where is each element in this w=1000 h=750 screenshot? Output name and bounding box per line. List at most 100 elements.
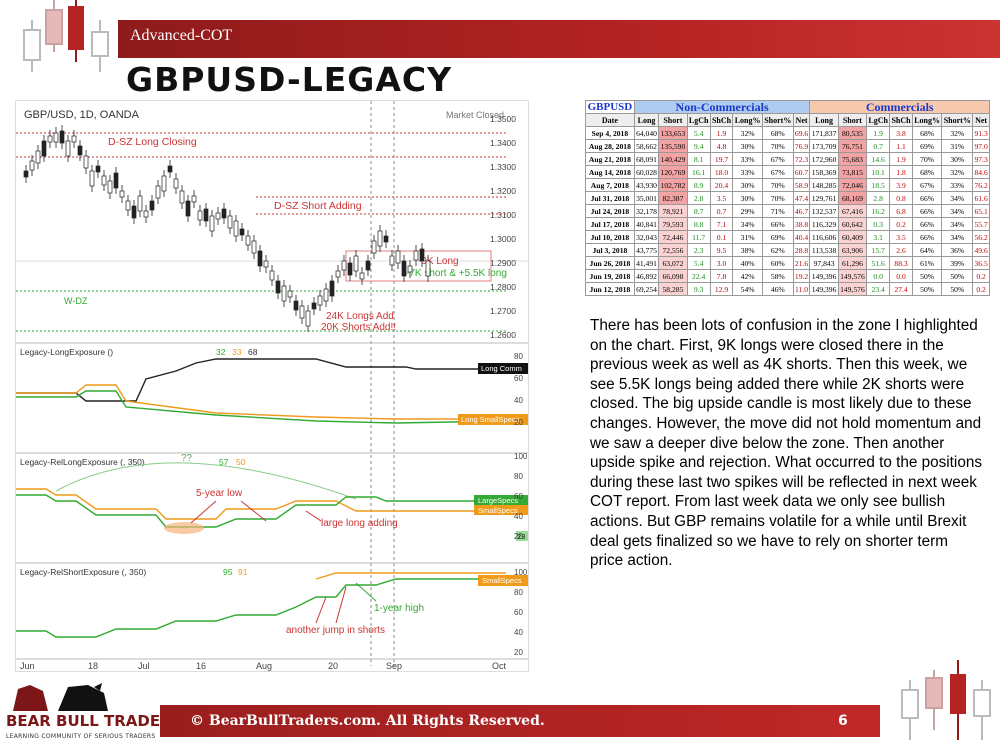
col-header: Long <box>633 113 660 127</box>
candle <box>149 200 155 211</box>
table-cell: 79,593 <box>658 217 688 231</box>
price-axis: 1.3500 1.3400 1.3300 1.3200 1.3100 1.3000 1.29… <box>490 114 516 340</box>
table-cell: 60% <box>761 256 794 270</box>
table-cell: 0.3 <box>866 217 891 231</box>
x-label: Sep <box>386 661 402 671</box>
table-cell: 30% <box>732 191 763 205</box>
panel2-val-a: 57 <box>219 457 229 467</box>
table-cell: Aug 28, 2018 <box>585 139 635 153</box>
table-cell: 68% <box>911 126 943 140</box>
table-cell: 62% <box>761 243 794 257</box>
table-cell: 7.8 <box>709 269 734 283</box>
table-cell: 39% <box>941 256 974 270</box>
shorts-add-label: 20K Shorts Add!! <box>321 322 396 333</box>
small-specs-tag-3-text: SmallSpecs <box>482 576 522 585</box>
value-tag-23-text: 23 <box>517 532 525 541</box>
table-cell: 135,590 <box>658 139 688 153</box>
table-cell: 66% <box>911 204 943 218</box>
table-cell: 78,921 <box>658 204 688 218</box>
candle <box>341 260 347 271</box>
candle <box>71 135 77 143</box>
col-header: ShCh <box>709 113 734 127</box>
table-cell: 12.9 <box>709 282 734 296</box>
table-cell: 5.4 <box>686 126 711 140</box>
table-cell: Jun 12, 2018 <box>585 282 635 296</box>
table-cell: 3.5 <box>889 230 913 244</box>
panel1-val-a: 32 <box>216 347 226 357</box>
table-cell: 80,535 <box>837 126 868 140</box>
x-label: 16 <box>196 661 206 671</box>
panel3-title: Legacy-RelShortExposure (, 350) <box>20 567 146 577</box>
table-row: Jul 10, 2018 32,043 72,446 11.7 0.1 31% 69% 40.… <box>585 230 990 244</box>
candle <box>215 212 221 220</box>
table-cell: 49.6 <box>972 243 990 257</box>
table-cell: 16.1 <box>686 165 711 179</box>
table-cell: 7.1 <box>709 217 734 231</box>
table-cell: 82,387 <box>658 191 688 205</box>
candle <box>263 260 269 268</box>
nc-header: Non-Commercials <box>633 100 811 114</box>
table-cell: 55.7 <box>972 217 990 231</box>
table-cell: 50% <box>941 269 974 283</box>
small-specs-tag <box>458 414 528 425</box>
table-cell: Jul 24, 2018 <box>585 204 635 218</box>
one-year-high-label: 1-year high <box>374 603 424 614</box>
c-header: Commercials <box>809 100 990 114</box>
table-cell: 70% <box>911 152 943 166</box>
table-cell: 66% <box>911 217 943 231</box>
col-header: ShCh <box>889 113 913 127</box>
col-header: Short <box>837 113 868 127</box>
table-cell: 31% <box>732 230 763 244</box>
table-cell: Aug 21, 2018 <box>585 152 635 166</box>
candle <box>245 235 251 246</box>
table-cell: 33% <box>732 165 763 179</box>
table-row: Sep 4, 2018 64,040 133,653 5.4 1.9 32% 68% 69.6… <box>585 126 990 140</box>
candle <box>311 302 317 310</box>
table-cell: 66% <box>911 191 943 205</box>
candles-deco-icon <box>23 0 109 72</box>
candle <box>287 290 293 298</box>
col-header: Long <box>809 113 839 127</box>
candle <box>407 265 413 273</box>
table-cell: 42% <box>732 269 763 283</box>
candle <box>233 220 239 237</box>
table-cell: 72.3 <box>792 152 811 166</box>
table-row: Jul 31, 2018 35,001 82,387 2.8 3.5 30% 70% 47.4… <box>585 191 990 205</box>
candle <box>89 170 95 187</box>
candle <box>425 260 431 277</box>
large-long-label: large long adding <box>321 518 398 529</box>
table-cell: 76.2 <box>972 178 990 192</box>
panel-tick: 60 <box>514 374 523 383</box>
table-cell: 0.1 <box>709 230 734 244</box>
panel-tick: 80 <box>514 352 523 361</box>
panel-tick: 40 <box>514 396 523 405</box>
table-cell: 58% <box>761 269 794 283</box>
candle <box>317 295 323 306</box>
table-cell: 22.4 <box>686 269 711 283</box>
table-cell: 34% <box>941 217 974 231</box>
candle <box>413 250 419 261</box>
candle <box>203 208 209 222</box>
table-row: Jun 19, 2018 46,892 66,098 22.4 7.8 42% 58% 19.… <box>585 269 990 283</box>
small-specs-tag-text: Long SmallSpecs <box>461 415 520 424</box>
candle <box>95 165 101 173</box>
table-cell: 149,396 <box>809 282 839 296</box>
table-cell: 30% <box>941 152 974 166</box>
table-cell: 27.4 <box>889 282 913 296</box>
table-cell: 171,837 <box>809 126 839 140</box>
col-header: LgCh <box>866 113 891 127</box>
table-cell: 50% <box>941 282 974 296</box>
table-cell: 75,683 <box>837 152 868 166</box>
table-cell: 14.6 <box>866 152 891 166</box>
table-cell: 60,409 <box>837 230 868 244</box>
candle <box>269 270 275 281</box>
candle <box>389 255 395 266</box>
table-cell: 47.4 <box>792 191 811 205</box>
table-cell: Aug 7, 2018 <box>585 178 635 192</box>
table-cell: 2.3 <box>686 243 711 257</box>
price-tick: 1.3000 <box>490 234 516 244</box>
table-cell: 32% <box>732 126 763 140</box>
table-cell: 88.3 <box>889 256 913 270</box>
table-cell: 2.8 <box>686 191 711 205</box>
table-cell: Jun 26, 2018 <box>585 256 635 270</box>
